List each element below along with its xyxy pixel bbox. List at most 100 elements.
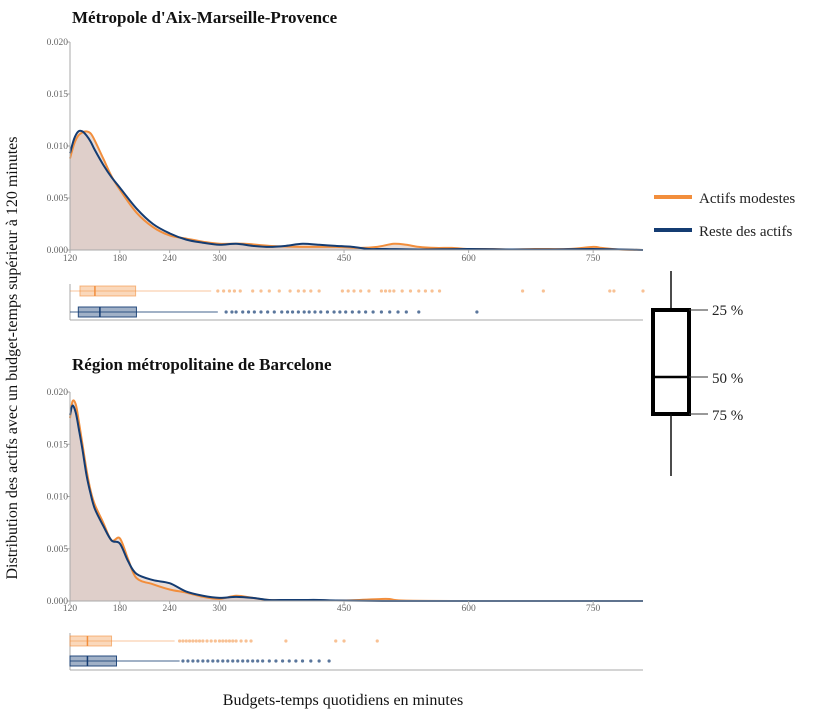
x-tick-label: 240: [163, 254, 178, 264]
x-tick-label: 600: [461, 254, 476, 264]
boxplot-outlier: [216, 289, 220, 293]
x-tick-label: 750: [586, 604, 601, 614]
boxplot-outlier: [197, 639, 202, 643]
boxplot-outlier: [244, 639, 248, 643]
boxplot-outlier: [319, 310, 323, 314]
boxplot-outlier: [325, 310, 330, 314]
boxplot-outlier: [274, 659, 278, 663]
boxplot-outlier: [342, 639, 346, 643]
boxplot-outlier: [296, 289, 300, 293]
boxplot-outlier: [211, 659, 215, 663]
boxplot-outlier: [400, 289, 404, 293]
y-tick-label: 0.020: [47, 38, 69, 48]
boxplot-outlier: [280, 310, 284, 314]
x-tick-label: 180: [113, 604, 128, 614]
boxplot-outlier: [327, 659, 331, 663]
boxplot-outlier: [261, 659, 265, 663]
boxplot-outlier: [408, 289, 413, 293]
boxplot-outlier: [196, 659, 200, 663]
boxplot-outlier: [238, 289, 242, 293]
boxplot-key-label-75: 75 %: [712, 408, 743, 424]
boxplot-outlier: [357, 310, 361, 314]
legend-label-actifs-modestes: Actifs modestes: [699, 191, 795, 207]
boxplot-outlier: [290, 310, 295, 314]
x-tick-label: 600: [461, 604, 476, 614]
boxplot-outlier: [181, 639, 185, 643]
x-tick-label: 450: [337, 254, 352, 264]
boxplot-outlier: [641, 289, 645, 293]
boxplot-outlier: [249, 639, 253, 643]
legend-label-reste-des-actifs: Reste des actifs: [699, 224, 792, 240]
density-panel-barcelone: 0.000 0.005 0.010 0.015 0.020 120 180 240 300 450…: [47, 388, 643, 671]
boxplot-outlier: [309, 659, 313, 663]
boxplot-outlier: [350, 310, 354, 314]
boxplot-outlier: [388, 310, 392, 314]
boxplot-outlier: [367, 289, 371, 293]
boxplot-outlier: [259, 289, 263, 293]
boxplot-outlier: [246, 310, 251, 314]
boxplot-outlier: [307, 310, 311, 314]
boxplot-outlier: [222, 289, 226, 293]
boxplot-outlier: [317, 659, 321, 663]
boxplot-outlier: [251, 289, 255, 293]
density-area-actifs-modestes: [70, 400, 643, 602]
boxplot-outlier: [277, 289, 281, 293]
boxplot-outlier: [224, 310, 228, 314]
y-tick-label: 0.010: [47, 493, 69, 503]
boxplot-outlier: [216, 659, 220, 663]
density-panel-aix-marseille: 0.000 0.005 0.010 0.015 0.020 120 180 240 300 450…: [47, 38, 645, 321]
x-tick-label: 450: [337, 604, 352, 614]
legend: Actifs modestes Reste des actifs: [654, 191, 795, 240]
density-area-reste-des-actifs: [70, 405, 643, 602]
boxplot-outlier: [287, 659, 291, 663]
boxplot-outlier: [288, 289, 292, 293]
boxplot-outlier: [383, 289, 388, 293]
boxplot-outlier: [317, 289, 321, 293]
boxplot-outlier: [213, 639, 217, 643]
boxplot-outlier: [191, 659, 195, 663]
boxplot-outlier: [230, 310, 234, 314]
boxplot-actifs-modestes: [69, 635, 379, 647]
boxplot-outlier: [352, 289, 356, 293]
x-tick-label: 180: [113, 254, 128, 264]
boxplot-outlier: [313, 310, 317, 314]
panel-title-aix-marseille: Métropole d'Aix-Marseille-Provence: [72, 8, 338, 27]
boxplot-outlier: [396, 310, 400, 314]
boxplot-outlier: [334, 639, 338, 643]
x-tick-label: 750: [586, 254, 601, 264]
x-tick-label: 240: [163, 604, 178, 614]
y-tick-label: 0.015: [47, 440, 69, 450]
boxplot-outlier: [272, 310, 276, 314]
boxplot-outlier: [191, 639, 195, 643]
boxplot-outlier: [234, 310, 238, 314]
boxplot-outlier: [302, 310, 306, 314]
boxplot-outlier: [379, 310, 384, 314]
boxplot-outlier: [187, 639, 192, 643]
boxplot-outlier: [181, 659, 185, 663]
boxplot-reste-des-actifs: [70, 306, 479, 318]
x-tick-label: 300: [212, 604, 227, 614]
boxplot-outlier: [520, 289, 525, 293]
x-tick-label: 120: [63, 604, 78, 614]
x-axis-title: Budgets-temps quotidiens en minutes: [223, 692, 463, 709]
boxplot-outlier: [231, 639, 235, 643]
boxplot-outlier: [309, 289, 313, 293]
boxplot-outlier: [266, 310, 270, 314]
boxplot-outlier: [205, 639, 209, 643]
boxplot-outlier: [241, 310, 245, 314]
boxplot-outlier: [423, 289, 428, 293]
boxplot-outlier: [194, 639, 198, 643]
boxplot-outlier: [430, 289, 434, 293]
boxplot-outlier: [340, 289, 344, 293]
y-tick-label: 0.020: [47, 388, 69, 398]
boxplot-outlier: [294, 659, 298, 663]
boxplot-outlier: [239, 639, 243, 643]
boxplot-outlier: [246, 659, 250, 663]
boxplot-outlier: [300, 659, 305, 663]
boxplot-outlier: [375, 639, 379, 643]
boxplot-outlier: [344, 310, 348, 314]
boxplot-outlier: [404, 310, 408, 314]
boxplot-box: [69, 635, 113, 647]
y-axis-title: Distribution des actifs avec un budget-t…: [4, 136, 21, 579]
